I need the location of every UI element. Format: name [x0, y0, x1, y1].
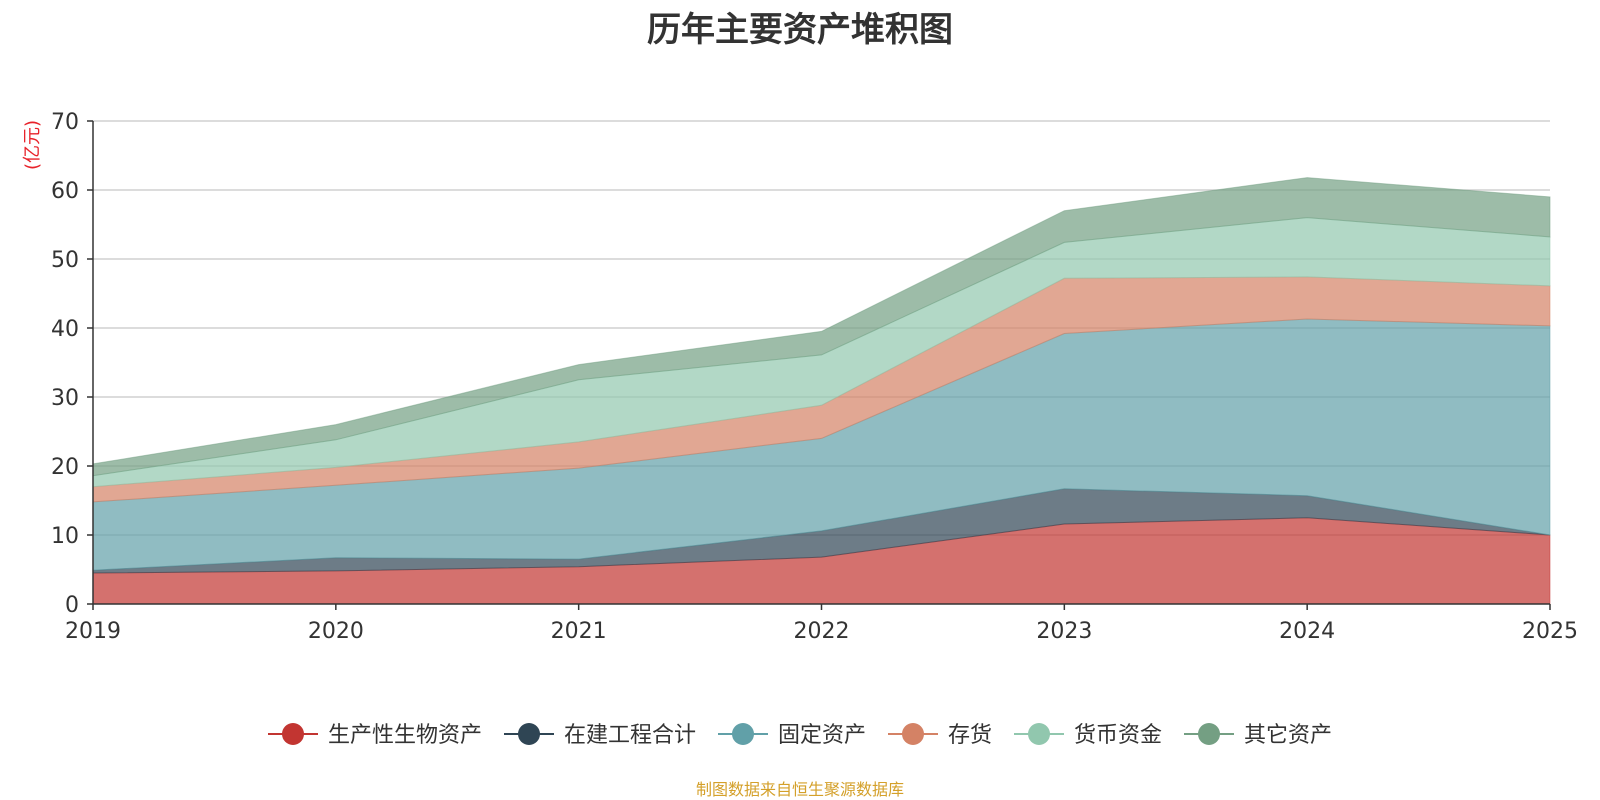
legend-item-6[interactable]: 其它资产 — [1184, 723, 1332, 748]
legend-marker-icon — [732, 723, 754, 745]
axes: 0 10 20 30 40 50 60 70 2019 2020 2021 2022 2023 2024 2… — [51, 110, 1578, 644]
y-tick-label: 60 — [51, 179, 79, 204]
legend-item-4[interactable]: 存货 — [888, 723, 992, 748]
legend-marker-icon — [1028, 723, 1050, 745]
y-tick-label: 50 — [51, 248, 79, 273]
x-tick-label: 2020 — [308, 619, 364, 644]
x-tick-label: 2023 — [1036, 619, 1092, 644]
y-axis-unit-label: (亿元) — [22, 120, 43, 170]
y-tick-label: 10 — [51, 524, 79, 549]
area-series-6[interactable] — [92, 177, 1551, 477]
source-note: 制图数据来自恒生聚源数据库 — [695, 780, 904, 799]
y-tick-label: 70 — [51, 110, 79, 135]
legend-item-2[interactable]: 在建工程合计 — [504, 723, 696, 748]
y-tick-label: 30 — [51, 386, 79, 411]
legend-label: 存货 — [948, 723, 992, 748]
legend: 生产性生物资产 在建工程合计 固定资产 存货 货币资金 其它资产 — [268, 723, 1332, 748]
legend-marker-icon — [902, 723, 924, 745]
x-tick-label: 2025 — [1522, 619, 1578, 644]
x-tick-label: 2024 — [1279, 619, 1335, 644]
y-tick-label: 20 — [51, 455, 79, 480]
legend-label: 货币资金 — [1074, 723, 1162, 748]
x-tick-label: 2022 — [794, 619, 850, 644]
legend-item-5[interactable]: 货币资金 — [1014, 723, 1162, 748]
legend-label: 固定资产 — [778, 723, 866, 748]
legend-item-1[interactable]: 生产性生物资产 — [268, 723, 482, 748]
chart-title: 历年主要资产堆积图 — [647, 10, 953, 50]
legend-marker-icon — [282, 723, 304, 745]
legend-marker-icon — [518, 723, 540, 745]
legend-label: 在建工程合计 — [564, 723, 696, 748]
legend-label: 生产性生物资产 — [328, 723, 482, 748]
legend-marker-icon — [1198, 723, 1220, 745]
legend-label: 其它资产 — [1244, 723, 1332, 748]
y-tick-label: 0 — [65, 593, 79, 618]
x-tick-label: 2021 — [551, 619, 607, 644]
x-tick-label: 2019 — [65, 619, 121, 644]
y-tick-label: 40 — [51, 317, 79, 342]
stacked-areas — [92, 177, 1551, 605]
legend-item-3[interactable]: 固定资产 — [718, 723, 866, 748]
